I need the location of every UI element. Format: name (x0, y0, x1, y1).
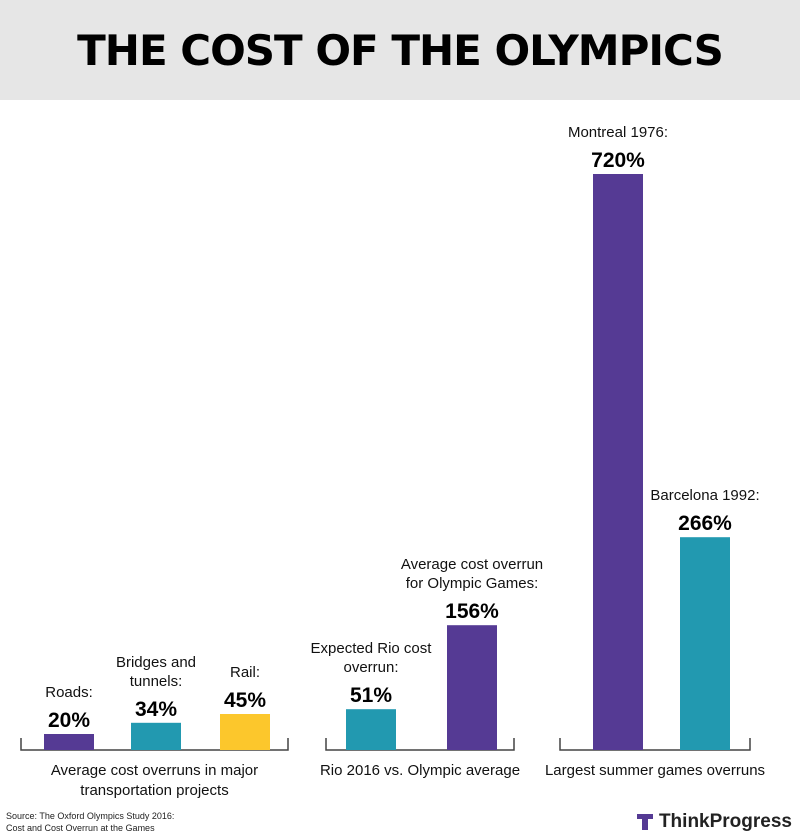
group-label: Average cost overruns in major (51, 762, 258, 779)
bar-category-label: Expected Rio cost (311, 640, 433, 657)
group-bracket (559, 738, 751, 751)
bar-category-label: for Olympic Games: (406, 575, 539, 592)
bar-chart: Average cost overruns in major transporta… (20, 124, 765, 799)
logo-text: ThinkProgress (658, 811, 792, 832)
group-label: transportation projects (80, 782, 228, 799)
bar (680, 537, 730, 750)
header: THE COST OF THE OLYMPICS (0, 0, 800, 100)
source-line: Source: The Oxford Olympics Study 2016: (6, 811, 175, 821)
bar (346, 709, 396, 750)
bar-category-label: Roads: (45, 684, 93, 701)
data-label: 51% (350, 684, 392, 707)
bar (447, 625, 497, 750)
bar (220, 714, 270, 750)
logo-t-icon (636, 814, 653, 830)
bar (44, 734, 94, 750)
group-bracket (325, 738, 515, 751)
bar (593, 174, 643, 750)
group-label: Largest summer games overruns (545, 762, 765, 779)
bar-category-label: Rail: (230, 664, 260, 681)
data-label: 20% (48, 709, 90, 732)
bar (131, 722, 181, 750)
source-line: Cost and Cost Overrun at the Games (6, 823, 155, 833)
data-label: 45% (224, 689, 266, 712)
group-label: Rio 2016 vs. Olympic average (320, 762, 520, 779)
thinkprogress-logo: ThinkProgress (636, 811, 792, 833)
data-label: 720% (591, 149, 645, 172)
bar-category-label: Bridges and (116, 654, 196, 671)
data-label: 34% (135, 698, 177, 721)
bar-category-label: overrun: (343, 659, 398, 676)
bar-category-label: Average cost overrun (401, 556, 543, 573)
data-label: 156% (445, 600, 499, 623)
bar-category-label: Barcelona 1992: (650, 487, 759, 504)
bar-category-label: tunnels: (130, 673, 183, 690)
bar-category-label: Montreal 1976: (568, 124, 668, 141)
source-note: Source: The Oxford Olympics Study 2016: … (6, 810, 174, 834)
data-label: 266% (678, 512, 732, 535)
page-title: THE COST OF THE OLYMPICS (77, 25, 724, 75)
